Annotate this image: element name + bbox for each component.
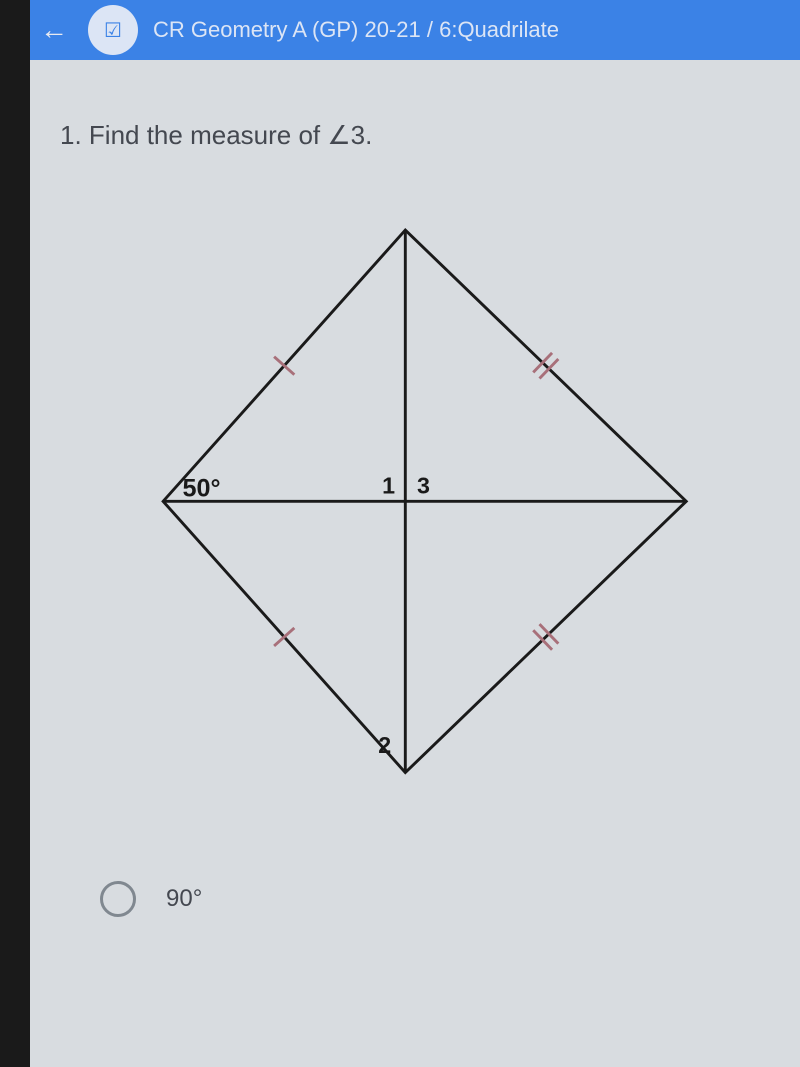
diagram-svg: 50° 1 3 2: [105, 191, 725, 831]
header-bar: ← ☑ CR Geometry A (GP) 20-21 / 6:Quadril…: [30, 0, 800, 60]
left-edge-bar: [0, 0, 30, 1067]
header-text-block: CR Geometry A (GP) 20-21 / 6:Quadrilate: [153, 17, 559, 43]
angle-1-label: 1: [382, 473, 395, 499]
answer-option-row[interactable]: 90°: [100, 881, 770, 917]
header-subtitle: CR Geometry A (GP) 20-21 / 6:Quadrilate: [153, 17, 559, 43]
content-area: 1. Find the measure of ∠3. 50° 1 3 2 90°: [30, 60, 800, 1067]
angle-50-label: 50°: [183, 474, 221, 502]
angle-3-label: 3: [417, 473, 430, 499]
answer-text: 90°: [166, 885, 202, 913]
question-text: 1. Find the measure of ∠3.: [60, 120, 770, 151]
checklist-icon: ☑: [104, 18, 122, 43]
quiz-icon: ☑: [88, 5, 138, 55]
back-arrow-icon[interactable]: ←: [40, 14, 68, 46]
kite-diagram: 50° 1 3 2: [105, 191, 725, 831]
radio-button[interactable]: [100, 881, 136, 917]
angle-2-label: 2: [378, 732, 391, 758]
